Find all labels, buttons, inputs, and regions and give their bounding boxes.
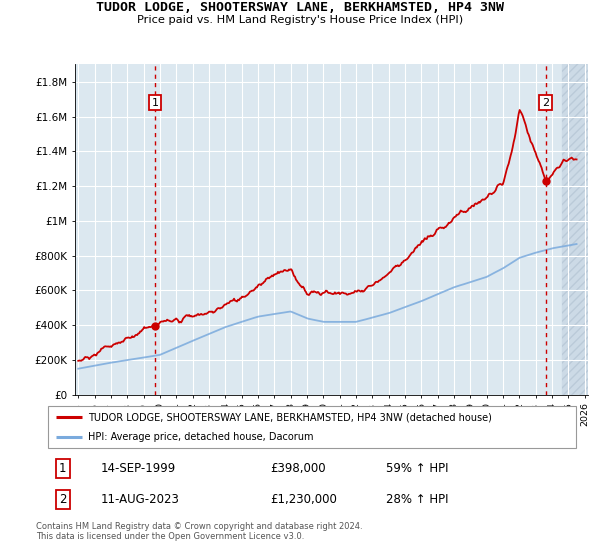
FancyBboxPatch shape	[48, 406, 576, 448]
Text: £398,000: £398,000	[270, 462, 325, 475]
Text: HPI: Average price, detached house, Dacorum: HPI: Average price, detached house, Daco…	[88, 432, 313, 442]
Bar	[562, 64, 600, 395]
Text: Price paid vs. HM Land Registry's House Price Index (HPI): Price paid vs. HM Land Registry's House …	[137, 15, 463, 25]
Text: 14-SEP-1999: 14-SEP-1999	[101, 462, 176, 475]
Text: TUDOR LODGE, SHOOTERSWAY LANE, BERKHAMSTED, HP4 3NW (detached house): TUDOR LODGE, SHOOTERSWAY LANE, BERKHAMST…	[88, 412, 491, 422]
Bar	[562, 64, 600, 395]
Text: 1: 1	[59, 462, 67, 475]
Text: 28% ↑ HPI: 28% ↑ HPI	[386, 493, 448, 506]
Text: 11-AUG-2023: 11-AUG-2023	[101, 493, 179, 506]
Text: 2: 2	[59, 493, 67, 506]
Text: £1,230,000: £1,230,000	[270, 493, 337, 506]
Text: TUDOR LODGE, SHOOTERSWAY LANE, BERKHAMSTED, HP4 3NW: TUDOR LODGE, SHOOTERSWAY LANE, BERKHAMST…	[96, 1, 504, 14]
Text: Contains HM Land Registry data © Crown copyright and database right 2024.
This d: Contains HM Land Registry data © Crown c…	[36, 522, 362, 542]
Text: 2: 2	[542, 97, 549, 108]
Text: 59% ↑ HPI: 59% ↑ HPI	[386, 462, 448, 475]
Text: 1: 1	[152, 97, 159, 108]
